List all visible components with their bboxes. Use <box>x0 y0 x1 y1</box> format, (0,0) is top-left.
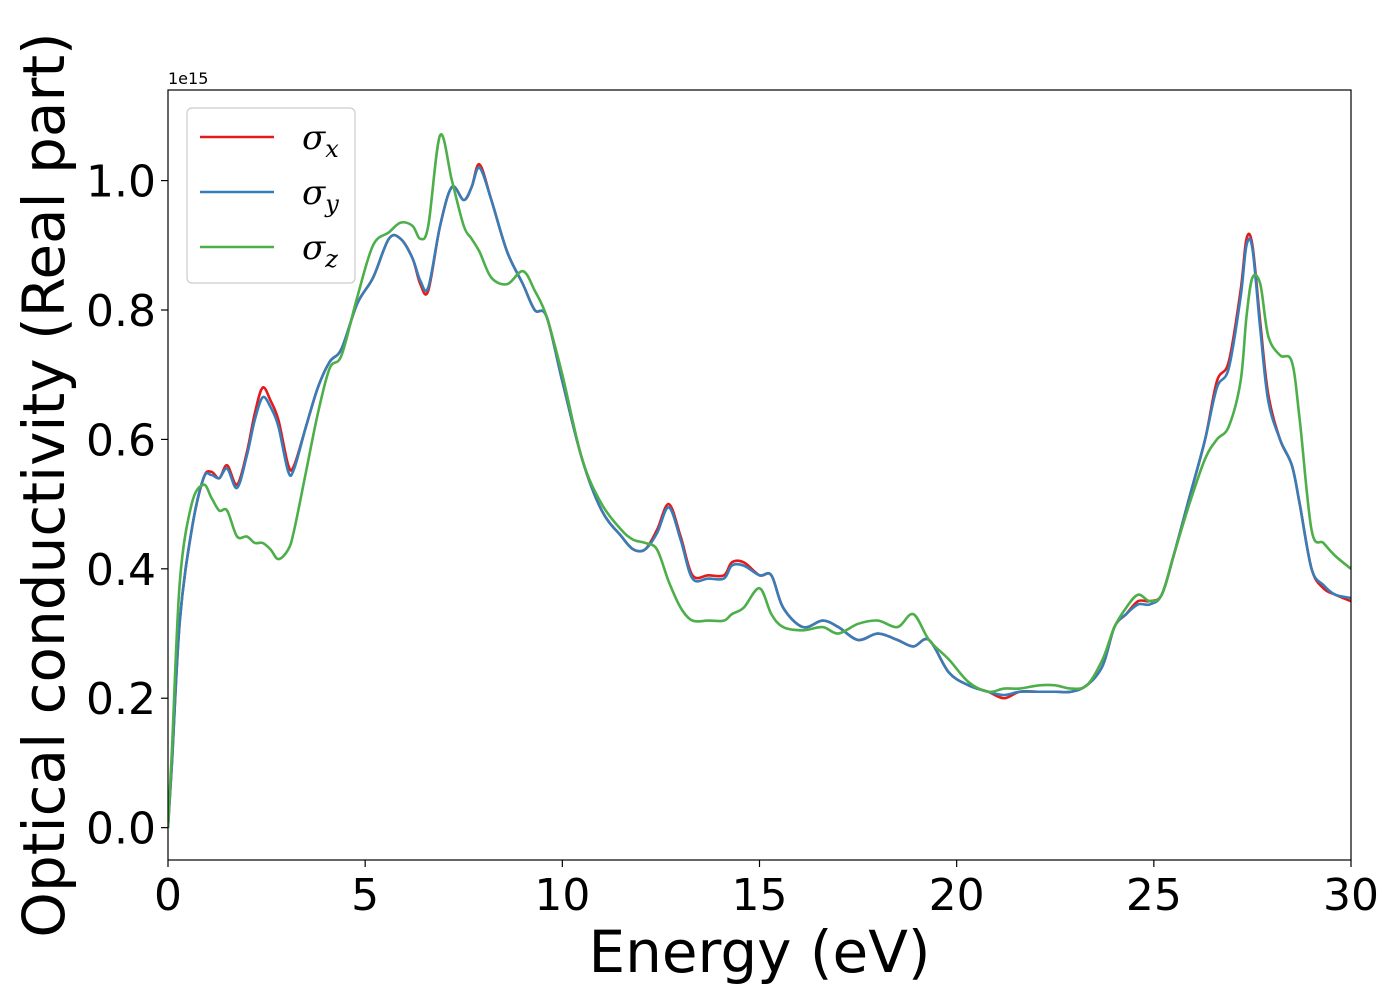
x-tick-label: 5 <box>351 870 379 921</box>
y-axis-ticks: 0.0 0.2 0.4 0.6 0.8 1.0 <box>86 157 168 855</box>
y-axis-offset-label: 1e15 <box>168 69 208 88</box>
x-tick-label: 10 <box>534 870 590 921</box>
y-tick-label: 0.8 <box>86 286 156 337</box>
legend: σx σy σz <box>186 107 356 284</box>
legend-label-z: σz <box>302 228 338 273</box>
y-tick-label: 1.0 <box>86 157 156 208</box>
series-line-y <box>168 166 1351 828</box>
legend-box <box>186 107 356 284</box>
y-tick-label: 0.2 <box>86 674 156 725</box>
x-tick-label: 20 <box>929 870 985 921</box>
legend-label-x: σx <box>302 118 339 163</box>
y-tick-label: 0.6 <box>86 415 156 466</box>
legend-label-y: σy <box>302 173 339 218</box>
x-tick-label: 25 <box>1126 870 1182 921</box>
y-tick-label: 0.0 <box>86 804 156 855</box>
x-axis-ticks: 0 5 10 15 20 25 30 <box>154 860 1379 921</box>
y-axis-label: Optical conductivity (Real part) <box>10 32 78 937</box>
x-tick-label: 0 <box>154 870 182 921</box>
x-tick-label: 15 <box>732 870 788 921</box>
y-tick-label: 0.4 <box>86 545 156 596</box>
x-tick-label: 30 <box>1323 870 1379 921</box>
series-layer <box>168 133 1351 828</box>
series-line-z <box>168 133 1351 828</box>
x-axis-label: Energy (eV) <box>588 918 930 986</box>
